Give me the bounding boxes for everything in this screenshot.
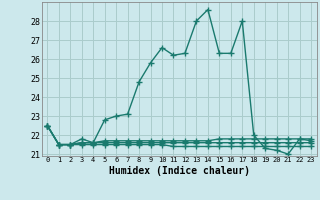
X-axis label: Humidex (Indice chaleur): Humidex (Indice chaleur) — [109, 166, 250, 176]
